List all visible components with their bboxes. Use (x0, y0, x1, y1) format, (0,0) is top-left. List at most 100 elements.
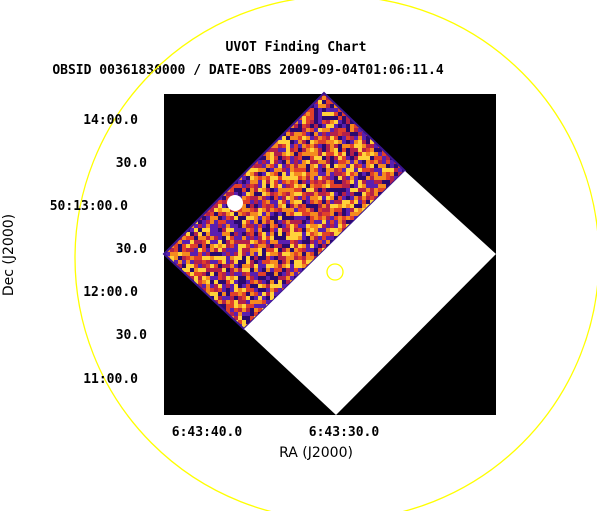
heatmap-cell (230, 268, 234, 272)
heatmap-cell (318, 200, 322, 204)
heatmap-cell (314, 212, 318, 216)
heatmap-cell (290, 132, 294, 136)
heatmap-cell (326, 192, 330, 196)
heatmap-cell (262, 252, 266, 256)
heatmap-cell (382, 172, 386, 176)
y-axis-title: Dec (J2000) (1, 214, 17, 296)
heatmap-cell (330, 224, 334, 228)
heatmap-cell (322, 132, 326, 136)
heatmap-cell (390, 176, 394, 180)
heatmap-cell (294, 184, 298, 188)
heatmap-cell (310, 120, 314, 124)
heatmap-cell (262, 196, 266, 200)
heatmap-cell (358, 172, 362, 176)
heatmap-cell (206, 228, 210, 232)
heatmap-cell (342, 216, 346, 220)
heatmap-cell (182, 244, 186, 248)
heatmap-cell (238, 180, 242, 184)
heatmap-cell (274, 192, 278, 196)
heatmap-cell (298, 180, 302, 184)
heatmap-cell (178, 256, 182, 260)
heatmap-cell (206, 232, 210, 236)
heatmap-cell (194, 260, 198, 264)
heatmap-cell (294, 268, 298, 272)
heatmap-cell (238, 252, 242, 256)
heatmap-cell (254, 300, 258, 304)
heatmap-cell (346, 200, 350, 204)
heatmap-cell (254, 224, 258, 228)
heatmap-cell (314, 196, 318, 200)
heatmap-cell (210, 268, 214, 272)
heatmap-cell (242, 264, 246, 268)
heatmap-cell (262, 276, 266, 280)
heatmap-cell (298, 228, 302, 232)
heatmap-cell (218, 280, 222, 284)
heatmap-cell (218, 216, 222, 220)
heatmap-cell (374, 164, 378, 168)
heatmap-cell (370, 168, 374, 172)
heatmap-cell (234, 232, 238, 236)
heatmap-cell (334, 228, 338, 232)
heatmap-cell (254, 192, 258, 196)
heatmap-cell (326, 128, 330, 132)
heatmap-cell (286, 276, 290, 280)
heatmap-cell (238, 260, 242, 264)
heatmap-cell (334, 200, 338, 204)
heatmap-cell (334, 192, 338, 196)
heatmap-cell (262, 232, 266, 236)
heatmap-cell (282, 260, 286, 264)
heatmap-cell (202, 240, 206, 244)
heatmap-cell (262, 260, 266, 264)
heatmap-cell (334, 196, 338, 200)
heatmap-cell (250, 264, 254, 268)
heatmap-cell (334, 152, 338, 156)
heatmap-cell (386, 168, 390, 172)
heatmap-cell (286, 216, 290, 220)
heatmap-cell (322, 244, 326, 248)
heatmap-cell (294, 272, 298, 276)
heatmap-cell (190, 244, 194, 248)
heatmap-cell (266, 236, 270, 240)
heatmap-cell (306, 132, 310, 136)
heatmap-cell (214, 272, 218, 276)
heatmap-cell (302, 228, 306, 232)
heatmap-cell (330, 116, 334, 120)
heatmap-cell (262, 184, 266, 188)
heatmap-cell (326, 228, 330, 232)
heatmap-cell (282, 192, 286, 196)
heatmap-cell (294, 232, 298, 236)
heatmap-cell (330, 228, 334, 232)
heatmap-cell (230, 236, 234, 240)
heatmap-cell (226, 232, 230, 236)
heatmap-cell (258, 236, 262, 240)
heatmap-cell (314, 168, 318, 172)
heatmap-cell (270, 176, 274, 180)
heatmap-cell (238, 224, 242, 228)
heatmap-cell (210, 232, 214, 236)
heatmap-cell (354, 132, 358, 136)
heatmap-cell (306, 244, 310, 248)
heatmap-cell (242, 272, 246, 276)
heatmap-cell (286, 156, 290, 160)
heatmap-cell (286, 236, 290, 240)
heatmap-cell (178, 264, 182, 268)
target-circle (326, 263, 344, 281)
heatmap-cell (306, 172, 310, 176)
heatmap-cell (214, 204, 218, 208)
heatmap-cell (294, 168, 298, 172)
heatmap-cell (254, 240, 258, 244)
heatmap-cell (314, 116, 318, 120)
heatmap-cell (286, 272, 290, 276)
heatmap-cell (294, 196, 298, 200)
heatmap-cell (226, 236, 230, 240)
heatmap-cell (238, 220, 242, 224)
heatmap-cell (362, 132, 366, 136)
heatmap-cell (270, 204, 274, 208)
heatmap-cell (262, 200, 266, 204)
heatmap-cell (274, 236, 278, 240)
heatmap-cell (346, 132, 350, 136)
heatmap-cell (254, 248, 258, 252)
heatmap-cell (242, 224, 246, 228)
heatmap-cell (290, 252, 294, 256)
heatmap-cell (374, 168, 378, 172)
